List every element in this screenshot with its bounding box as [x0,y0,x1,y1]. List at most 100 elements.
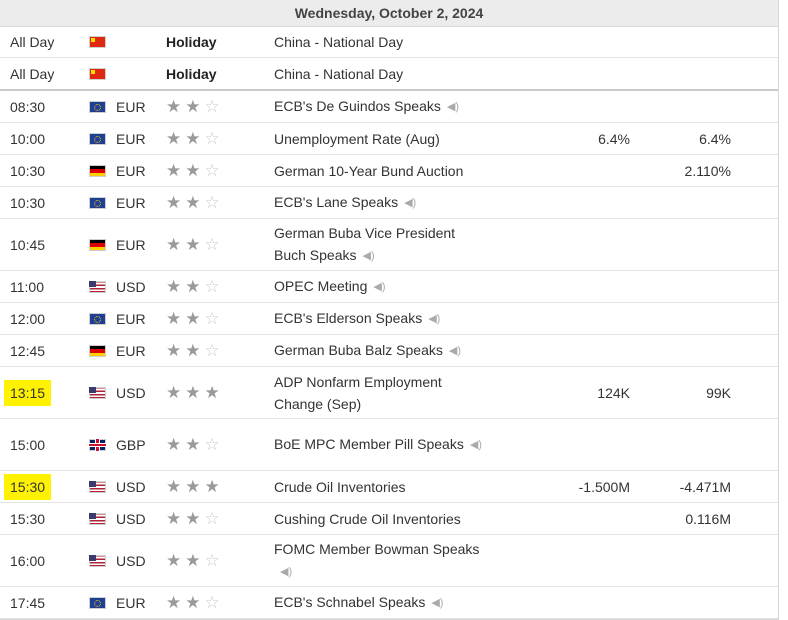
event-row[interactable]: 10:30 EUR ★ ★ ☆ ECB's Lane Speaks ◀) [0,187,778,219]
event-name[interactable]: FOMC Member Bowman Speaks [274,540,480,557]
event-row[interactable]: 08:30 EUR ★ ★ ☆ ECB's De Guindos Speaks ◀) [0,91,778,123]
star-filled-icon: ★ [166,341,182,360]
flag-cell [89,587,106,618]
event-name[interactable]: Cushing Crude Oil Inventories [274,510,461,527]
star-empty-icon: ☆ [204,277,220,296]
flag-gb-icon [89,438,106,451]
event-name[interactable]: ECB's Lane Speaks [274,193,399,210]
event-row[interactable]: 17:45 EUR ★ ★ ☆ ECB's Schnabel Speaks ◀) [0,587,778,619]
currency-code: EUR [116,98,146,115]
importance-stars: ★ ★ ☆ [166,155,224,186]
importance-stars: ★ ★ ☆ [166,503,224,534]
event-row[interactable]: All Day Holiday China - National Day [0,27,778,58]
star-filled-icon: ★ [166,309,182,328]
flag-de-icon [89,344,106,357]
event-name[interactable]: Unemployment Rate (Aug) [274,130,440,147]
event-name-cell: Crude Oil Inventories [274,471,504,502]
event-name[interactable]: China - National Day [274,34,404,50]
currency-code: USD [116,552,146,569]
flag-cell [89,303,106,334]
currency-code: USD [116,478,146,495]
flag-us-icon [89,480,106,493]
event-time: 16:00 [10,552,46,569]
flag-cell [89,471,106,502]
event-row[interactable]: All Day Holiday China - National Day [0,58,778,91]
flag-eu-icon [89,596,106,609]
flag-us-icon [89,512,106,525]
event-name[interactable]: ADP Nonfarm Employment Change (Sep) [274,373,442,412]
star-filled-icon: ★ [166,161,182,180]
date-header: Wednesday, October 2, 2024 [0,0,778,27]
star-empty-icon: ☆ [204,193,220,212]
importance-stars: ★ ★ ☆ [166,187,224,218]
flag-cell [89,155,106,186]
flag-eu-icon [89,312,106,325]
event-name[interactable]: ECB's Schnabel Speaks [274,593,426,610]
event-name[interactable]: German Buba Vice President Buch Speaks [274,224,456,263]
event-row[interactable]: 13:15 USD ★ ★ ★ ADP Nonfarm Employment Change… [0,367,778,419]
event-row[interactable]: 10:30 EUR ★ ★ ☆ German 10-Year Bund Auction 2.… [0,155,778,187]
event-name[interactable]: German Buba Balz Speaks [274,341,443,358]
star-filled-icon: ★ [185,235,201,254]
event-name[interactable]: Crude Oil Inventories [274,478,406,495]
star-empty-icon: ☆ [204,509,220,528]
flag-cn-icon [89,67,106,80]
importance-stars: ★ ★ ☆ [166,91,224,122]
star-filled-icon: ★ [166,435,182,454]
event-name-cell: ECB's Elderson Speaks ◀) [274,303,504,334]
event-name-cell: Cushing Crude Oil Inventories [274,503,504,534]
flag-eu-icon [89,132,106,145]
event-row[interactable]: 16:00 USD ★ ★ ☆ FOMC Member Bowman Speaks◀) [0,535,778,587]
event-row[interactable]: 15:30 USD ★ ★ ★ Crude Oil Inventories -1.500M -… [0,471,778,503]
event-time: 12:45 [10,342,46,359]
speaker-icon: ◀) [404,197,417,210]
speaker-icon: ◀) [448,345,461,358]
event-name-cell: ECB's Schnabel Speaks ◀) [274,587,504,618]
flag-cell [89,367,106,418]
event-name-cell: Unemployment Rate (Aug) [274,123,504,154]
flag-us-icon [89,554,106,567]
event-name[interactable]: German 10-Year Bund Auction [274,162,464,179]
event-time-cell: 10:30 [10,155,45,186]
event-name[interactable]: ECB's De Guindos Speaks [274,97,441,114]
event-time-cell: All Day [10,58,54,89]
star-empty-icon: ☆ [204,129,220,148]
event-time-cell: 15:30 [10,503,45,534]
previous-value: -4.471M [679,478,731,495]
star-filled-icon: ★ [185,509,201,528]
star-empty-icon: ☆ [204,235,220,254]
event-name-cell: China - National Day [274,27,504,57]
event-name[interactable]: OPEC Meeting [274,277,368,294]
event-time-cell: 15:00 [10,419,45,470]
event-row[interactable]: 11:00 USD ★ ★ ☆ OPEC Meeting ◀) [0,271,778,303]
star-filled-icon: ★ [166,277,182,296]
event-name-cell: BoE MPC Member Pill Speaks ◀) [274,419,489,470]
event-name-cell: German Buba Balz Speaks ◀) [274,335,504,366]
flag-cell [89,187,106,218]
event-name-cell: ECB's Lane Speaks ◀) [274,187,504,218]
event-row[interactable]: 10:45 EUR ★ ★ ☆ German Buba Vice President Bu… [0,219,778,271]
event-time-cell: 12:45 [10,335,45,366]
star-filled-icon: ★ [185,593,201,612]
event-name[interactable]: ECB's Elderson Speaks [274,309,423,326]
star-filled-icon: ★ [166,509,182,528]
speaker-icon: ◀) [469,439,482,452]
star-empty-icon: ☆ [204,435,220,454]
star-filled-icon: ★ [166,593,182,612]
star-filled-icon: ★ [185,129,201,148]
event-row[interactable]: 10:00 EUR ★ ★ ☆ Unemployment Rate (Aug) 6.4% 6.… [0,123,778,155]
event-name[interactable]: BoE MPC Member Pill Speaks [274,435,464,452]
flag-de-icon [89,164,106,177]
event-name[interactable]: China - National Day [274,65,404,82]
star-filled-icon: ★ [185,435,201,454]
event-row[interactable]: 15:30 USD ★ ★ ☆ Cushing Crude Oil Inventories… [0,503,778,535]
holiday-label: Holiday [166,34,217,50]
event-time-cell: 16:00 [10,535,45,586]
event-time: 12:00 [10,310,46,327]
event-row[interactable]: 15:00 GBP ★ ★ ☆ BoE MPC Member Pill Speaks ◀) [0,419,778,471]
event-time-cell: All Day [10,27,54,57]
event-row[interactable]: 12:45 EUR ★ ★ ☆ German Buba Balz Speaks ◀) [0,335,778,367]
star-filled-icon: ★ [166,235,182,254]
star-filled-icon: ★ [166,129,182,148]
event-row[interactable]: 12:00 EUR ★ ★ ☆ ECB's Elderson Speaks ◀) [0,303,778,335]
